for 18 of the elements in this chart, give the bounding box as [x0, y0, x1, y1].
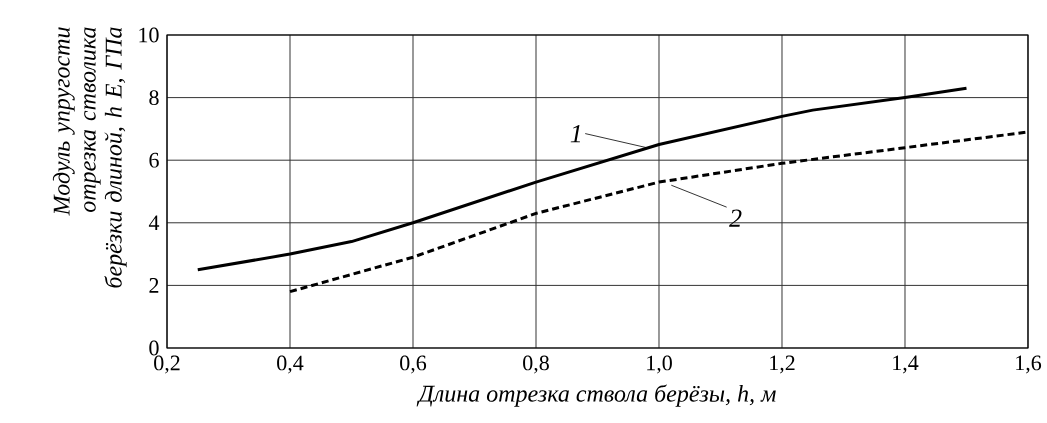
annotation: 1: [570, 125, 581, 143]
y-tick-label: 10: [139, 27, 159, 43]
x-tick-label: 1,0: [647, 355, 672, 374]
y-tick-label: 2: [149, 278, 159, 293]
y-axis-title: Модуль упругости отрезка стволика берёзки длиной, h E, ГПа: [52, 27, 127, 288]
y-tick-label: 4: [148, 215, 160, 231]
x-tick-label: 1,6: [1016, 355, 1042, 374]
line-series: [196, 86, 968, 272]
y-tick-label: 8: [149, 90, 159, 106]
x-tick-label: 0,4: [277, 355, 304, 374]
x-tick-label: 1,2: [770, 355, 795, 374]
y-tick-label: 0: [149, 340, 159, 356]
y-tick-label: 6: [149, 152, 159, 168]
x-tick-label: 0,8: [523, 355, 549, 374]
x-tick-label: 1,4: [893, 355, 919, 374]
x-tick-label: 0,2: [154, 355, 180, 374]
x-tick-label: 0,6: [400, 355, 427, 374]
x-axis-title: Длина отрезка ствола берёзы, h, м: [416, 384, 776, 407]
